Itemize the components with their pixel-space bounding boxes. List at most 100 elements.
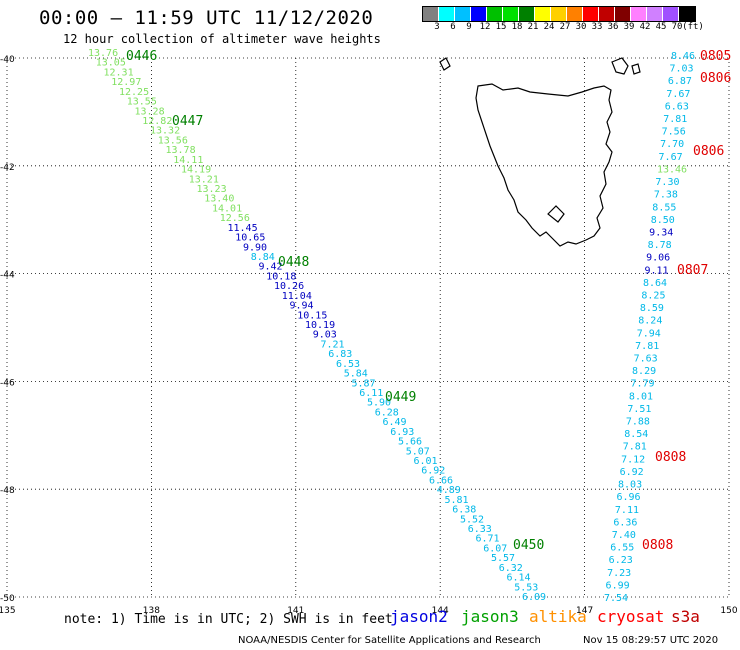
pass-time-label: 0806 <box>693 144 724 159</box>
swh-value: 13.05 <box>96 58 126 69</box>
swh-value: 8.29 <box>632 366 656 377</box>
swh-value: 7.11 <box>615 505 639 516</box>
colorbar-swatch <box>439 7 455 21</box>
swh-value: 14.11 <box>173 155 203 166</box>
swh-value: 6.49 <box>383 417 407 428</box>
colorbar-tick-label: 30 <box>575 22 587 32</box>
swh-value: 13.32 <box>150 126 180 137</box>
lon-tick-label: 150 <box>720 606 737 616</box>
swh-value: 13.56 <box>158 135 188 146</box>
swh-value: 6.14 <box>507 573 531 584</box>
east-islet <box>631 63 641 75</box>
swh-value: 8.25 <box>641 290 665 301</box>
pass-time-label: 0450 <box>513 538 544 553</box>
swh-value: 6.99 <box>606 580 630 591</box>
colorbar-tick-label: 39 <box>623 22 635 32</box>
colorbar-swatch <box>567 7 583 21</box>
swh-value: 7.79 <box>630 379 654 390</box>
colorbar-swatch <box>583 7 599 21</box>
legend-item-cryosat: cryosat <box>597 607 665 626</box>
pass-time-label: 0806 <box>700 71 731 86</box>
swh-value: 6.83 <box>328 349 352 360</box>
legend-item-jason3: jason3 <box>461 607 519 626</box>
swh-value: 13.78 <box>166 145 196 156</box>
swh-value: 5.66 <box>398 437 422 448</box>
lat-tick-label: -46 <box>0 378 15 388</box>
swh-value: 6.55 <box>610 543 634 554</box>
pass-time-label: 0808 <box>642 538 673 553</box>
swh-value: 9.03 <box>313 330 337 341</box>
swh-value: 8.84 <box>251 252 275 263</box>
swh-value: 7.81 <box>623 442 647 453</box>
colorbar-tick-label: 27 <box>559 22 571 32</box>
swh-value: 6.92 <box>421 466 445 477</box>
swh-value: 6.92 <box>620 467 644 478</box>
swh-value: 5.90 <box>367 398 391 409</box>
colorbar-swatch <box>663 7 679 21</box>
colorbar-swatch <box>471 7 487 21</box>
swh-value: 7.03 <box>669 64 693 75</box>
swh-value: 13.23 <box>197 184 227 195</box>
lon-tick-label: 147 <box>576 606 593 616</box>
swh-value: 6.07 <box>483 543 507 554</box>
swh-value: 9.90 <box>243 242 267 253</box>
pass-time-label: 0807 <box>677 263 708 278</box>
swh-value: 12.82 <box>142 116 172 127</box>
lat-tick-label: -48 <box>0 486 15 496</box>
swh-value: 8.78 <box>648 240 672 251</box>
swh-value: 7.23 <box>607 568 631 579</box>
swh-value: 6.96 <box>616 492 640 503</box>
pass-time-label: 0808 <box>655 450 686 465</box>
colorbar-tick-label: 15 <box>495 22 507 32</box>
swh-value: 7.30 <box>655 177 679 188</box>
swh-value: 11.04 <box>282 291 312 302</box>
swh-value: 14.19 <box>181 165 211 176</box>
swh-value: 6.01 <box>414 456 438 467</box>
swh-value: 8.54 <box>624 429 648 440</box>
colorbar-tick-label: 9 <box>466 22 472 32</box>
lat-tick-label: -42 <box>0 163 15 173</box>
swh-value: 7.88 <box>626 417 650 428</box>
swh-value: 7.63 <box>634 354 658 365</box>
track-west: 13.7613.0512.3112.9712.2513.5513.2812.82… <box>88 48 546 603</box>
swh-value: 6.63 <box>665 101 689 112</box>
swh-value: 7.51 <box>627 404 651 415</box>
colorbar-tick-label: 12 <box>479 22 491 32</box>
swh-value: 6.71 <box>476 534 500 545</box>
tasmania-main <box>475 83 613 247</box>
swh-value: 10.26 <box>274 281 304 292</box>
swh-value: 8.64 <box>643 278 667 289</box>
swh-value: 9.11 <box>645 265 669 276</box>
colorbar-swatch <box>647 7 663 21</box>
colorbar-swatch <box>599 7 615 21</box>
track-east: 8.467.036.877.676.637.817.567.707.6713.4… <box>604 51 695 604</box>
swh-value: 8.50 <box>651 215 675 226</box>
lon-tick-label: 141 <box>287 606 304 616</box>
swh-value: 12.56 <box>220 213 250 224</box>
swh-value: 6.28 <box>375 407 399 418</box>
swh-value: 10.18 <box>266 271 296 282</box>
swh-value: 8.03 <box>618 480 642 491</box>
swh-value: 7.21 <box>321 339 345 350</box>
footer-credit: NOAA/NESDIS Center for Satellite Applica… <box>238 635 541 646</box>
swh-value: 7.54 <box>604 593 628 604</box>
swh-value: 7.38 <box>654 190 678 201</box>
colorbar-tick-label: 45 <box>655 22 667 32</box>
swh-value: 7.67 <box>659 152 683 163</box>
legend-item-jason2: jason2 <box>390 607 448 626</box>
swh-value: 7.56 <box>662 127 686 138</box>
swh-value: 5.57 <box>491 553 515 564</box>
swh-value: 7.70 <box>660 139 684 150</box>
pass-time-label: 0448 <box>278 255 309 270</box>
colorbar-swatch <box>487 7 503 21</box>
colorbar-tick-label: 18 <box>511 22 523 32</box>
colorbar-swatch <box>503 7 519 21</box>
swh-value: 4.89 <box>437 485 461 496</box>
king-island <box>439 57 451 71</box>
colorbar-tick-label: 6 <box>450 22 456 32</box>
swh-value: 8.24 <box>638 316 662 327</box>
time-labels-west: 0446 0447 0448 0449 0450 <box>126 49 544 553</box>
swh-value: 6.23 <box>609 555 633 566</box>
swh-value: 6.38 <box>452 505 476 516</box>
swh-value: 12.25 <box>119 87 149 98</box>
